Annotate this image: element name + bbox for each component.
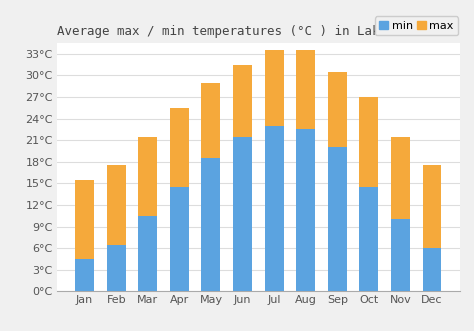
Bar [296, 129, 315, 291]
Bar [170, 108, 189, 291]
Bar [264, 50, 283, 291]
Legend: min, max: min, max [375, 16, 458, 35]
Bar [75, 180, 94, 291]
Bar [359, 97, 378, 291]
Bar [328, 147, 347, 291]
Bar [328, 72, 347, 291]
Bar [233, 137, 252, 291]
Bar [359, 187, 378, 291]
Bar [201, 83, 220, 291]
Bar [75, 259, 94, 291]
Bar [107, 245, 126, 291]
Bar [264, 126, 283, 291]
Bar [296, 50, 315, 291]
Bar [170, 187, 189, 291]
Bar [138, 216, 157, 291]
Bar [391, 219, 410, 291]
Bar [201, 158, 220, 291]
Text: Average max / min temperatures (°C ) in Lake Charles: Average max / min temperatures (°C ) in … [57, 25, 447, 38]
Bar [138, 137, 157, 291]
Bar [422, 166, 441, 291]
Bar [107, 166, 126, 291]
Bar [391, 137, 410, 291]
Bar [422, 248, 441, 291]
Bar [233, 65, 252, 291]
